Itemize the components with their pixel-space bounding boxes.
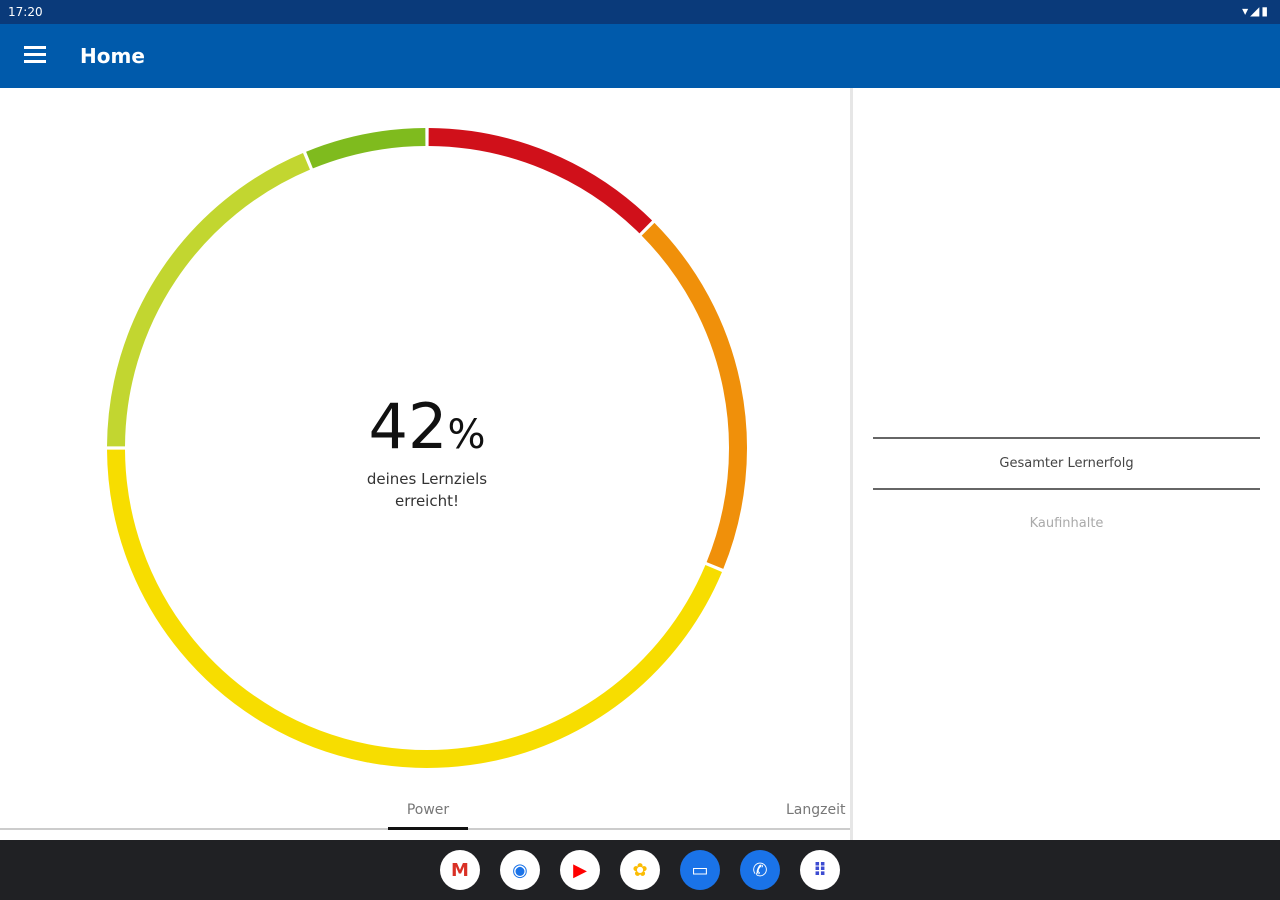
status-time: 17:20 bbox=[8, 5, 43, 19]
menu-item-kaufinhalte[interactable]: Kaufinhalte bbox=[1029, 516, 1104, 531]
signal-icon: ◢ bbox=[1250, 4, 1262, 18]
panel-divider bbox=[850, 88, 853, 840]
wifi-icon: ▾ bbox=[1242, 4, 1251, 18]
divider bbox=[873, 437, 1260, 439]
taskbar: M ◉ ▶ ✿ ▭ ✆ ⠿ bbox=[0, 840, 1280, 900]
caption-line: erreicht! bbox=[394, 492, 459, 510]
ring-segment-2 bbox=[641, 222, 747, 569]
status-icons: ▾◢▮ bbox=[1242, 4, 1270, 18]
progress-panel: 42% deines Lernziels erreicht! Power Lang… bbox=[0, 88, 852, 840]
tab-power[interactable]: Power bbox=[388, 802, 468, 830]
progress-ring bbox=[107, 128, 747, 768]
tab-langzeit[interactable]: Langzeit bbox=[786, 802, 846, 818]
gmail-app-icon[interactable]: M bbox=[440, 850, 480, 890]
percent-value: 42 bbox=[368, 390, 448, 463]
side-panel: Gesamter Lernerfolg Kaufinhalte bbox=[853, 88, 1280, 840]
photos-app-icon[interactable]: ✿ bbox=[620, 850, 660, 890]
app-bar: Home bbox=[0, 24, 1280, 88]
ring-segment-1 bbox=[428, 128, 653, 234]
page-title: Home bbox=[80, 44, 145, 68]
menu-item-gesamter-lernerfolg[interactable]: Gesamter Lernerfolg bbox=[999, 456, 1134, 471]
divider bbox=[873, 488, 1260, 490]
percent-sign: % bbox=[447, 412, 486, 458]
status-bar: 17:20 ▾◢▮ bbox=[0, 0, 1280, 24]
hamburger-menu-icon[interactable] bbox=[24, 46, 46, 64]
progress-caption: deines Lernziels erreicht! bbox=[327, 468, 527, 512]
phone-app-icon[interactable]: ✆ bbox=[740, 850, 780, 890]
chrome-app-icon[interactable]: ◉ bbox=[500, 850, 540, 890]
tab-bar: Power Langzeit bbox=[0, 798, 852, 830]
ring-segment-5 bbox=[306, 128, 426, 169]
battery-icon: ▮ bbox=[1261, 4, 1270, 18]
youtube-app-icon[interactable]: ▶ bbox=[560, 850, 600, 890]
messages-app-icon[interactable]: ▭ bbox=[680, 850, 720, 890]
apps-app-icon[interactable]: ⠿ bbox=[800, 850, 840, 890]
ring-segment-4 bbox=[107, 153, 310, 447]
caption-line: deines Lernziels bbox=[366, 470, 488, 488]
ring-segment-3 bbox=[107, 449, 722, 768]
progress-percent: 42% bbox=[327, 390, 527, 463]
